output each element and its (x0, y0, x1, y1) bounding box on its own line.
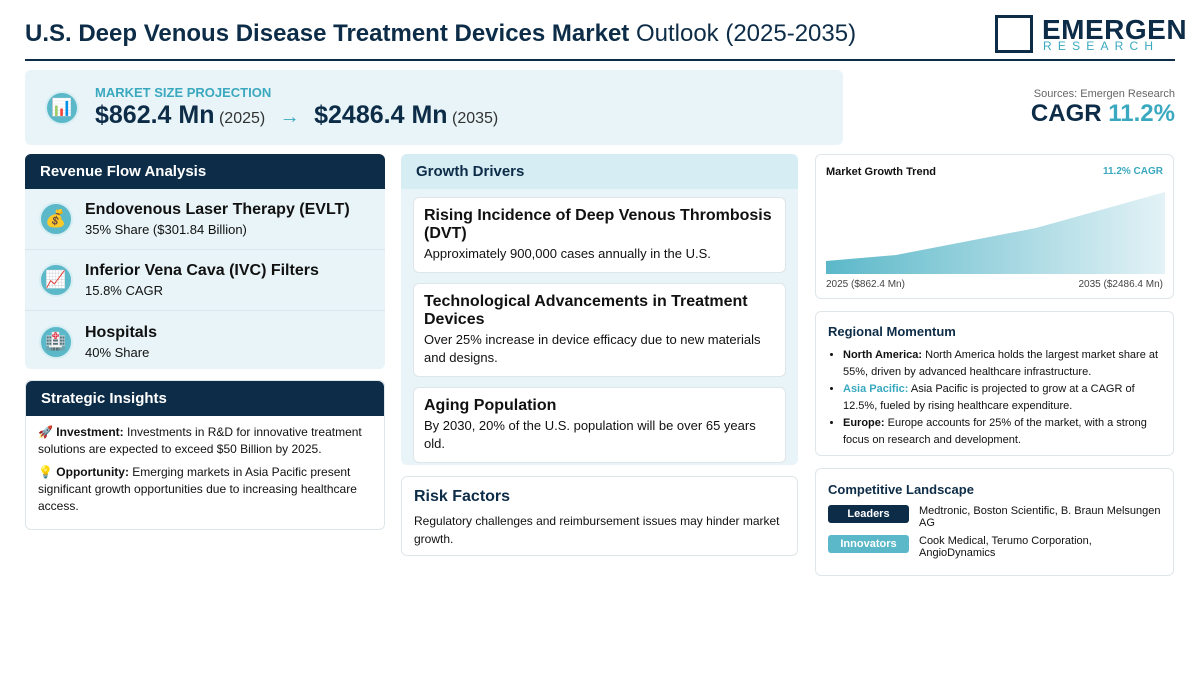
item-name: Hospitals (85, 323, 158, 341)
item-icon: 💰 (39, 202, 73, 236)
projection-panel: 📊 MARKET SIZE PROJECTION $862.4 Mn (2025… (25, 70, 843, 145)
competitive-list: Leaders Medtronic, Boston Scientific, B. … (828, 505, 1161, 559)
region-text: North America holds the largest market s… (843, 349, 1159, 378)
logo-subtext: RESEARCH (1043, 39, 1160, 53)
item-icon: 🏥 (39, 324, 73, 359)
risk-title: Risk Factors (414, 488, 511, 505)
driver-text: By 2030, 20% of the U.S. population will… (424, 418, 756, 451)
revenue-item: 🏥 Hospitals 40% Share (25, 311, 385, 372)
item-text: Endovenous Laser Therapy (EVLT) 35% Share… (85, 201, 350, 237)
region-name: Asia Pacific: (843, 383, 909, 395)
insight-text: Emerging markets in Asia Pacific present… (38, 465, 357, 513)
driver-title: Aging Population (424, 397, 557, 414)
revenue-item: 💰 Endovenous Laser Therapy (EVLT) 35% Shar… (25, 189, 385, 250)
regional-list: North America: North America holds the l… (828, 347, 1161, 449)
driver-card: Aging Population By 2030, 20% of the U.S.… (413, 387, 786, 463)
region-item: North America: North America holds the l… (843, 347, 1161, 381)
insight: 🚀 Investment: Investments in R&D for inn… (38, 424, 372, 458)
competitor-text: Medtronic, Boston Scientific, B. Braun M… (919, 505, 1161, 529)
insight-icon: 💡 (38, 465, 53, 479)
tag: Innovators (828, 535, 909, 553)
tag: Leaders (828, 505, 909, 523)
drivers-panel: Growth Drivers Rising Incidence of Deep … (401, 154, 798, 465)
item-name: Inferior Vena Cava (IVC) Filters (85, 262, 319, 279)
trend-title: Market Growth Trend (826, 166, 937, 178)
driver-title: Technological Advancements in Treatment … (424, 293, 748, 328)
revenue-item: 📈 Inferior Vena Cava (IVC) Filters 15.8% C… (25, 250, 385, 311)
end-value: $2486.4 Mn (314, 101, 448, 129)
cagr-label: CAGR (1030, 100, 1102, 127)
item-detail: 40% Share (85, 344, 150, 360)
start-value: $862.4 Mn (95, 101, 215, 129)
driver-text: Over 25% increase in device efficacy due… (424, 332, 761, 365)
trend-cagr: 11.2% CAGR (1102, 166, 1163, 177)
risk-panel: Risk Factors Regulatory challenges and r… (401, 476, 798, 556)
drivers-list: Rising Incidence of Deep Venous Thrombos… (401, 197, 798, 463)
item-text: Inferior Vena Cava (IVC) Filters 15.8% CA… (85, 262, 319, 298)
projection-values: $862.4 Mn (2025) → $2486.4 Mn (2035) (95, 101, 498, 130)
insight-icon: 🚀 (38, 425, 53, 439)
region-name: Europe: (843, 417, 885, 429)
end-year: (2035) (452, 110, 499, 127)
driver-text: Approximately 900,000 cases annually in … (424, 246, 711, 261)
revenue-panel: Revenue Flow Analysis 💰 Endovenous Laser … (25, 154, 385, 369)
regional-title: Regional Momentum (828, 324, 956, 339)
competitor-text: Cook Medical, Terumo Corporation, AngioD… (919, 535, 1092, 559)
trend-end: 2035 ($2486.4 Mn) (1078, 279, 1163, 290)
trend-panel: Market Growth Trend 11.2% CAGR 2025 ($86… (815, 154, 1174, 299)
driver-card: Technological Advancements in Treatment … (413, 283, 786, 377)
competitor-row: Innovators Cook Medical, Terumo Corporati… (828, 535, 1161, 559)
region-text: Europe accounts for 25% of the market, w… (843, 417, 1147, 446)
item-name: Endovenous Laser Therapy (EVLT) (85, 201, 350, 218)
sources: Sources: Emergen Research (1033, 88, 1175, 100)
insight-text: Investments in R&D for innovative treatm… (38, 425, 362, 456)
trend-area (826, 192, 1165, 274)
start-year: (2025) (218, 110, 266, 127)
regional-panel: Regional Momentum North America: North A… (815, 311, 1174, 456)
competitive-panel: Competitive Landscape Leaders Medtronic, … (815, 468, 1174, 576)
trend-start: 2025 ($862.4 Mn) (826, 279, 905, 290)
panel-header: Growth Drivers (401, 154, 798, 189)
logo-text: EMERGEN (1042, 14, 1188, 45)
strategic-panel: Strategic Insights 🚀 Investment: Investm… (25, 380, 385, 530)
risk-text: Regulatory challenges and reimbursement … (414, 514, 780, 546)
driver-card: Rising Incidence of Deep Venous Thrombos… (413, 197, 786, 273)
page-title: U.S. Deep Venous Disease Treatment Devic… (25, 20, 856, 48)
item-detail: 15.8% CAGR (85, 283, 164, 298)
insight-label: Investment: (56, 425, 124, 439)
panel-header: Strategic Insights (26, 381, 384, 416)
competitor-row: Leaders Medtronic, Boston Scientific, B. … (828, 505, 1161, 529)
insight-label: Opportunity: (56, 465, 129, 479)
logo-mark (995, 15, 1033, 53)
region-name: North America: (843, 349, 923, 361)
region-item: Europe: Europe accounts for 25% of the m… (843, 415, 1161, 449)
item-text: Hospitals 40% Share (85, 324, 157, 360)
projection-label: MARKET SIZE PROJECTION (95, 85, 272, 100)
region-text: Asia Pacific is projected to grow at a C… (843, 383, 1135, 412)
insight: 💡 Opportunity: Emerging markets in Asia … (38, 464, 372, 515)
strategic-list: 🚀 Investment: Investments in R&D for inn… (26, 416, 384, 529)
driver-title: Rising Incidence of Deep Venous Thrombos… (424, 207, 772, 242)
region-item: Asia Pacific: Asia Pacific is projected … (843, 381, 1161, 415)
projection-icon: 📊 (45, 91, 79, 125)
panel-header: Revenue Flow Analysis (25, 154, 385, 189)
header-rule (25, 59, 1175, 61)
title-bold: U.S. Deep Venous Disease Treatment Devic… (25, 20, 630, 47)
revenue-list: 💰 Endovenous Laser Therapy (EVLT) 35% Shar… (25, 189, 385, 372)
cagr-value: 11.2% (1108, 100, 1175, 127)
competitive-title: Competitive Landscape (828, 482, 974, 497)
area (826, 192, 1165, 274)
cagr: CAGR 11.2% (1031, 100, 1175, 128)
arrow: → (279, 106, 300, 128)
title-rest: Outlook (2025-2035) (635, 20, 857, 47)
item-detail: 35% Share ($301.84 Billion) (85, 222, 247, 237)
item-icon: 📈 (39, 263, 73, 297)
